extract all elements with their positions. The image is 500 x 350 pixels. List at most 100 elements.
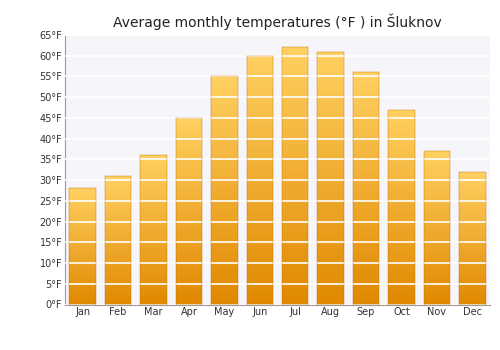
Bar	[424, 289, 450, 291]
Bar	[70, 192, 96, 193]
Bar	[176, 139, 202, 140]
Bar	[105, 240, 132, 241]
Bar	[353, 179, 380, 181]
Bar	[424, 240, 450, 241]
Bar	[246, 297, 273, 300]
Bar	[105, 216, 132, 217]
Bar	[424, 259, 450, 260]
Bar	[246, 200, 273, 203]
Bar	[282, 274, 308, 276]
Bar	[211, 229, 238, 232]
Bar	[459, 209, 485, 210]
Bar	[424, 248, 450, 249]
Bar	[459, 173, 485, 175]
Bar	[282, 202, 308, 204]
Bar	[246, 105, 273, 108]
Bar	[424, 179, 450, 180]
Bar	[318, 138, 344, 140]
Bar	[105, 253, 132, 254]
Bar	[459, 176, 485, 177]
Bar	[459, 188, 485, 189]
Bar	[353, 281, 380, 284]
Bar	[70, 261, 96, 263]
Bar	[318, 251, 344, 254]
Bar	[140, 225, 167, 227]
Bar	[424, 151, 450, 153]
Bar	[459, 175, 485, 176]
Bar	[246, 108, 273, 111]
Bar	[246, 83, 273, 86]
Bar	[282, 48, 308, 304]
Bar	[140, 161, 167, 163]
Bar	[459, 276, 485, 278]
Bar	[105, 226, 132, 228]
Bar	[105, 295, 132, 297]
Bar	[70, 244, 96, 245]
Bar	[70, 276, 96, 278]
Bar	[105, 207, 132, 208]
Bar	[140, 278, 167, 279]
Bar	[282, 86, 308, 89]
Bar	[140, 264, 167, 266]
Bar	[388, 190, 414, 191]
Bar	[105, 259, 132, 261]
Bar	[140, 184, 167, 185]
Bar	[211, 302, 238, 304]
Bar	[176, 118, 202, 120]
Bar	[246, 183, 273, 185]
Bar	[424, 277, 450, 278]
Bar	[70, 292, 96, 293]
Bar	[105, 251, 132, 252]
Title: Average monthly temperatures (°F ) in Šluknov: Average monthly temperatures (°F ) in Šl…	[113, 13, 442, 30]
Bar	[246, 91, 273, 93]
Bar	[70, 273, 96, 274]
Bar	[211, 211, 238, 213]
Bar	[211, 147, 238, 149]
Bar	[176, 243, 202, 245]
Bar	[176, 273, 202, 275]
Bar	[246, 237, 273, 240]
Bar	[459, 256, 485, 257]
Bar	[211, 104, 238, 106]
Bar	[211, 300, 238, 302]
Bar	[105, 186, 132, 188]
Bar	[246, 302, 273, 304]
Bar	[388, 205, 414, 207]
Bar	[282, 76, 308, 78]
Bar	[459, 204, 485, 205]
Bar	[246, 217, 273, 220]
Bar	[246, 215, 273, 217]
Bar	[246, 56, 273, 58]
Bar	[211, 241, 238, 243]
Bar	[70, 246, 96, 247]
Bar	[459, 184, 485, 185]
Bar	[388, 260, 414, 262]
Bar	[388, 164, 414, 166]
Bar	[282, 238, 308, 240]
Bar	[211, 108, 238, 111]
Bar	[282, 68, 308, 71]
Bar	[424, 266, 450, 268]
Bar	[282, 261, 308, 263]
Bar	[353, 147, 380, 149]
Bar	[140, 191, 167, 193]
Bar	[424, 197, 450, 199]
Bar	[353, 276, 380, 279]
Bar	[282, 106, 308, 109]
Bar	[176, 219, 202, 220]
Bar	[70, 266, 96, 267]
Bar	[70, 260, 96, 261]
Bar	[318, 267, 344, 269]
Bar	[282, 161, 308, 163]
Bar	[424, 254, 450, 256]
Bar	[105, 283, 132, 284]
Bar	[459, 271, 485, 273]
Bar	[246, 195, 273, 197]
Bar	[282, 209, 308, 212]
Bar	[176, 256, 202, 258]
Bar	[318, 100, 344, 102]
Bar	[318, 82, 344, 84]
Bar	[140, 167, 167, 169]
Bar	[246, 242, 273, 245]
Bar	[459, 213, 485, 214]
